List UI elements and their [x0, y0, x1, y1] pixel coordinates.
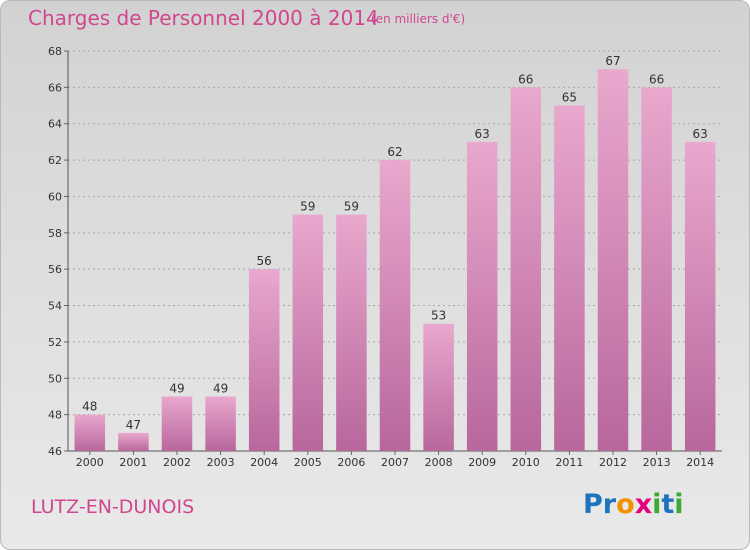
- y-tick-label: 52: [48, 336, 62, 349]
- bar-2000: [74, 414, 106, 451]
- y-tick-label: 50: [48, 372, 62, 385]
- y-tick-label: 68: [48, 45, 62, 58]
- y-tick-label: 66: [48, 81, 62, 94]
- x-tick-label: 2000: [76, 456, 104, 469]
- data-label-2006: 59: [344, 200, 359, 214]
- x-tick-label: 2012: [599, 456, 627, 469]
- bar-2002: [161, 396, 193, 451]
- y-tick-label: 46: [48, 445, 62, 458]
- bar-2014: [684, 141, 716, 451]
- logo-letter: x: [634, 489, 653, 520]
- bar-2008: [423, 323, 454, 451]
- bar-2013: [641, 87, 672, 451]
- x-tick-label: 2001: [119, 456, 147, 469]
- x-tick-label: 2010: [512, 456, 540, 469]
- logo-letter: i: [652, 489, 662, 520]
- y-tick-label: 64: [48, 118, 62, 131]
- data-label-2001: 47: [126, 418, 141, 432]
- bars: [74, 69, 716, 451]
- data-label-2003: 49: [213, 381, 228, 395]
- logo-letter: t: [661, 489, 675, 520]
- x-tick-label: 2008: [425, 456, 453, 469]
- x-tick-label: 2013: [643, 456, 671, 469]
- bar-2010: [510, 87, 542, 451]
- chart-title: Charges de Personnel 2000 à 2014: [28, 6, 379, 30]
- x-tick-label: 2005: [294, 456, 322, 469]
- data-label-2009: 63: [475, 127, 490, 141]
- data-label-2000: 48: [82, 400, 97, 414]
- x-tick-label: 2009: [468, 456, 496, 469]
- data-label-2012: 67: [605, 54, 620, 68]
- y-tick-label: 58: [48, 227, 62, 240]
- data-label-2002: 49: [169, 381, 184, 395]
- commune-name: LUTZ-EN-DUNOIS: [31, 496, 195, 518]
- logo-letter: P: [583, 489, 603, 520]
- x-tick-label: 2011: [555, 456, 583, 469]
- x-tick-label: 2014: [686, 456, 714, 469]
- bar-2007: [379, 160, 411, 451]
- logo-letter: o: [616, 489, 635, 520]
- bar-2006: [336, 214, 367, 451]
- x-tick-label: 2003: [207, 456, 235, 469]
- bar-2003: [205, 396, 236, 451]
- x-tick-label: 2007: [381, 456, 409, 469]
- y-tick-label: 62: [48, 154, 62, 167]
- data-label-2013: 66: [649, 72, 664, 86]
- proxiti-logo[interactable]: Proxiti: [583, 489, 684, 520]
- data-label-2014: 63: [693, 127, 708, 141]
- y-tick-label: 48: [48, 409, 62, 422]
- data-label-2005: 59: [300, 200, 315, 214]
- data-label-2004: 56: [257, 254, 272, 268]
- chart-subtitle: (en milliers d'€): [371, 12, 466, 26]
- bar-2012: [597, 69, 629, 451]
- data-label-2008: 53: [431, 309, 446, 323]
- bar-2011: [554, 105, 585, 451]
- logo-letter: i: [674, 489, 684, 520]
- axes: 46 48 50 52 54 56 58 60 62 64 66 68 2000 2001 2002 2003…: [48, 45, 722, 469]
- data-label-2011: 65: [562, 91, 577, 105]
- x-tick-label: 2002: [163, 456, 191, 469]
- logo-letter: r: [602, 489, 617, 520]
- bar-2001: [118, 432, 149, 451]
- data-label-2007: 62: [387, 145, 402, 159]
- data-labels: 48 47 49 49 56 59 59 62 53 63 66 65 67 66 63: [82, 54, 708, 432]
- y-tick-label: 60: [48, 190, 62, 203]
- x-tick-label: 2006: [337, 456, 365, 469]
- data-label-2010: 66: [518, 72, 533, 86]
- x-tick-label: 2004: [250, 456, 278, 469]
- bar-2009: [466, 141, 498, 451]
- y-tick-label: 56: [48, 263, 62, 276]
- bar-2005: [292, 214, 324, 451]
- y-tick-label: 54: [48, 300, 62, 313]
- bar-2004: [248, 269, 280, 451]
